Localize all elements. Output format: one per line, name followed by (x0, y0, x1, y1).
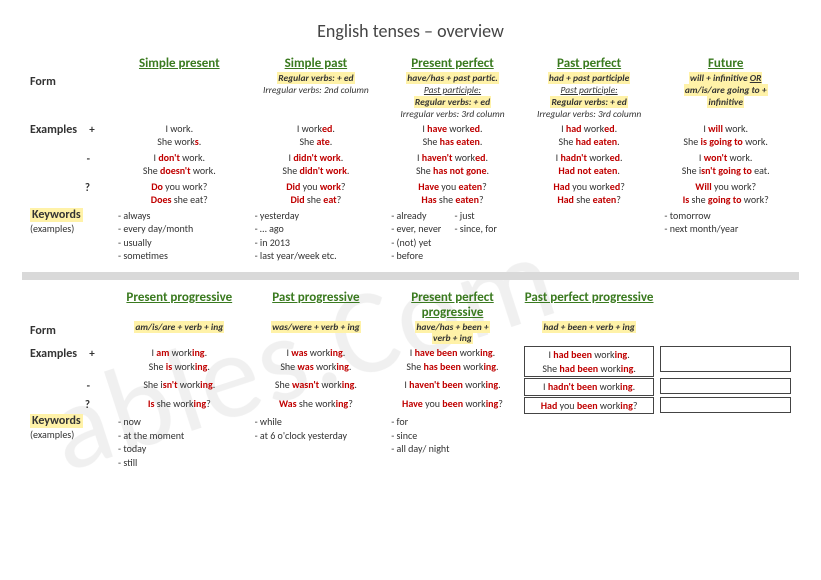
keywords-sub: (examples) (30, 222, 74, 235)
col-head-present-perfect: Present perfect (387, 56, 518, 73)
ex-neg-cell: I don't work.She doesn't work. (114, 150, 245, 179)
ex-neg-cell: I won't work.She isn't going to eat. (660, 150, 791, 179)
ex-q-cell: Was she working? (251, 396, 382, 415)
col-head-past-perf-prog: Past perfect progressive (524, 290, 655, 322)
form-cell: will + infinitive ORam/is/are going to +… (660, 73, 791, 121)
ex-pos-cell: I had worked.She had eaten. (524, 121, 655, 150)
q-sign: ? (30, 179, 108, 208)
kw-cell (524, 414, 655, 470)
kw-left: - already- ever, never- (not) yet- befor… (391, 209, 454, 263)
ex-q-cell: Will you work?Is she going to work? (660, 179, 791, 208)
ex-neg-cell: I haven't worked.She has not gone. (387, 150, 518, 179)
ex-pos-cell: I will work.She is going to work. (660, 121, 791, 150)
form-cell: have/has + been +verb + ing (387, 322, 518, 346)
kw-right: - just- since, for (454, 209, 517, 263)
kw-cell: - tomorrow- next month/year (660, 208, 791, 264)
minus-sign: - (30, 150, 108, 179)
kw-cell-two: - already- ever, never- (not) yet- befor… (387, 208, 518, 264)
plus-sign: + (85, 123, 94, 136)
keywords-label-wrap: Keywords (examples) (30, 414, 108, 470)
boxed-cell: Had you been working? (524, 397, 655, 415)
form-cell: had + past participlePast participle:Reg… (524, 73, 655, 121)
col-head-past-prog: Past progressive (251, 290, 382, 322)
ex-neg-cell: I didn't work.She didn't work. (251, 150, 382, 179)
keywords-label: Keywords (30, 414, 83, 428)
ex-pos-cell: I am working.She is working. (114, 345, 245, 377)
plus-sign: + (85, 347, 94, 360)
bottom-grid: Present progressive Past progressive Pre… (30, 290, 791, 471)
ex-pos-cell: I worked.She ate. (251, 121, 382, 150)
ex-pos-cell: I work.She works. (114, 121, 245, 150)
form-cell: had + been + verb + ing (524, 322, 655, 346)
form-cell: am/is/are + verb + ing (114, 322, 245, 346)
ex-neg-boxed: I hadn't been working. (524, 377, 655, 396)
empty-box (660, 377, 791, 396)
kw-cell: - always- every day/month- usually- some… (114, 208, 245, 264)
ex-neg-cell: I haven't been working. (387, 377, 518, 396)
col-head-past-perfect: Past perfect (524, 56, 655, 73)
ex-pos-cell: I have worked.She has eaten. (387, 121, 518, 150)
examples-label: Examples + (30, 121, 108, 150)
form-cell (114, 73, 245, 121)
minus-sign: - (30, 377, 108, 396)
form-cell: have/has + past partic.Past participle:R… (387, 73, 518, 121)
ex-pos-boxed: I had been working.She had been working. (524, 345, 655, 377)
page-title: English tenses – overview (30, 20, 791, 42)
kw-cell: - yesterday- … ago- in 2013- last year/w… (251, 208, 382, 264)
boxed-cell: I had been working.She had been working. (524, 346, 655, 377)
form-label: Form (30, 322, 108, 346)
ex-q-cell: Did you work?Did she eat? (251, 179, 382, 208)
empty-box (660, 396, 791, 415)
col-head-future: Future (660, 56, 791, 73)
kw-cell (524, 208, 655, 264)
ex-neg-cell: I hadn't worked.Had not eaten. (524, 150, 655, 179)
keywords-label: Keywords (30, 208, 83, 222)
empty-box (660, 345, 791, 377)
boxed-cell: I hadn't been working. (524, 378, 655, 396)
form-cell: Regular verbs: + edIrregular verbs: 2nd … (251, 73, 382, 121)
ex-neg-cell: She wasn't working. (251, 377, 382, 396)
examples-label: Examples + (30, 345, 108, 377)
separator (22, 272, 799, 280)
form-cell: was/were + verb + ing (251, 322, 382, 346)
examples-text: Examples (30, 123, 77, 137)
kw-cell: - now- at the moment- today- still (114, 414, 245, 470)
ex-q-cell: Have you been working? (387, 396, 518, 415)
col-head-simple-present: Simple present (114, 56, 245, 73)
kw-cell: - while- at 6 o'clock yesterday (251, 414, 382, 470)
ex-q-cell: Is she working? (114, 396, 245, 415)
q-sign: ? (30, 396, 108, 415)
ex-q-cell: Do you work?Does she eat? (114, 179, 245, 208)
ex-neg-cell: She isn't working. (114, 377, 245, 396)
col-head-pres-perf-prog: Present perfect progressive (387, 290, 518, 322)
top-grid: Simple present Simple past Present perfe… (30, 56, 791, 264)
keywords-label-wrap: Keywords (examples) (30, 208, 108, 264)
ex-pos-cell: I was working.She was working. (251, 345, 382, 377)
form-label: Form (30, 73, 108, 121)
ex-q-cell: Have you eaten?Has she eaten? (387, 179, 518, 208)
examples-text: Examples (30, 347, 77, 361)
col-head-present-prog: Present progressive (114, 290, 245, 322)
page-content: English tenses – overview Simple present… (30, 20, 791, 470)
ex-q-boxed: Had you been working? (524, 396, 655, 415)
ex-q-cell: Had you worked?Had she eaten? (524, 179, 655, 208)
keywords-sub: (examples) (30, 428, 74, 441)
kw-cell: - for- since- all day/ night (387, 414, 518, 470)
ex-pos-cell: I have been working.She has been working… (387, 345, 518, 377)
col-head-simple-past: Simple past (251, 56, 382, 73)
